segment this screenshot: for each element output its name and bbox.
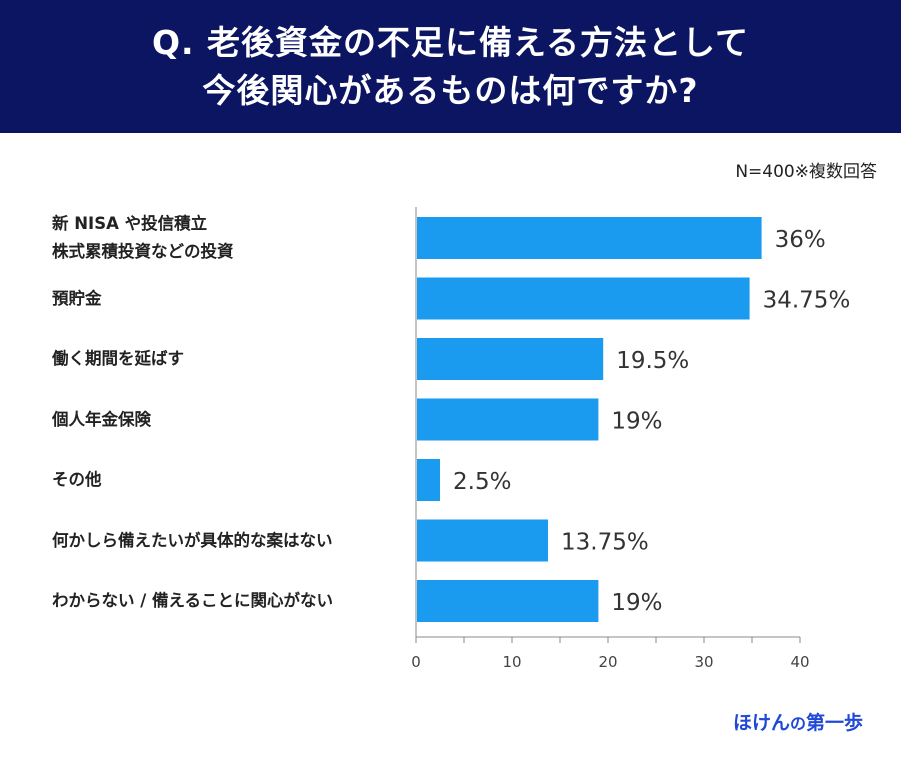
category-label: 働く期間を延ばす: [52, 345, 184, 373]
x-tick-label: 40: [790, 653, 809, 671]
category-label: その他: [52, 466, 102, 494]
category-label: 新 NISA や投信積立株式累積投資などの投資: [52, 210, 234, 266]
bar: [417, 580, 599, 622]
sample-size-note: N=400※複数回答: [735, 162, 877, 182]
data-label: 34.75%: [763, 288, 851, 314]
data-label: 36%: [775, 227, 826, 253]
title-line-1: Q. 老後資金の不足に備える方法として: [151, 22, 750, 62]
bar: [417, 217, 762, 259]
brand-part-3: 第一歩: [805, 712, 863, 734]
category-label-line: 新 NISA や投信積立: [52, 214, 208, 233]
data-label: 13.75%: [561, 530, 649, 556]
data-label: 19.5%: [616, 348, 689, 374]
x-tick-label: 0: [411, 653, 421, 671]
brand-part-2: の: [789, 714, 806, 733]
category-label: 何かしら備えたいが具体的な案はない: [52, 527, 333, 555]
x-tick-label: 20: [598, 653, 617, 671]
category-label: 個人年金保険: [52, 406, 151, 434]
bar: [417, 338, 604, 380]
x-tick-label: 10: [502, 653, 521, 671]
category-label-line: 個人年金保険: [52, 409, 151, 429]
data-label: 19%: [611, 409, 662, 435]
category-label-line: 預貯金: [52, 288, 102, 308]
data-label: 2.5%: [453, 469, 511, 495]
brand-part-1: ほけん: [732, 712, 790, 734]
x-tick-label: 30: [694, 653, 713, 671]
bar: [417, 459, 440, 501]
bar: [417, 519, 548, 562]
category-label-line: その他: [52, 470, 102, 489]
brand-logo: ほけんの第一歩: [733, 708, 863, 735]
category-label: わからない / 備えることに関心がない: [52, 587, 333, 615]
bar: [417, 398, 599, 441]
title-line-2: 今後関心があるものは何ですか?: [202, 70, 699, 110]
data-label: 19%: [611, 590, 662, 616]
category-label-line: 何かしら備えたいが具体的な案はない: [52, 530, 333, 550]
category-label-line: 株式累積投資などの投資: [52, 242, 234, 261]
category-label: 預貯金: [52, 285, 102, 313]
title-banner: Q. 老後資金の不足に備える方法として 今後関心があるものは何ですか?: [0, 0, 901, 133]
bar: [417, 277, 750, 320]
category-label-line: わからない / 備えることに関心がない: [52, 591, 334, 610]
category-label-line: 働く期間を延ばす: [52, 349, 184, 368]
